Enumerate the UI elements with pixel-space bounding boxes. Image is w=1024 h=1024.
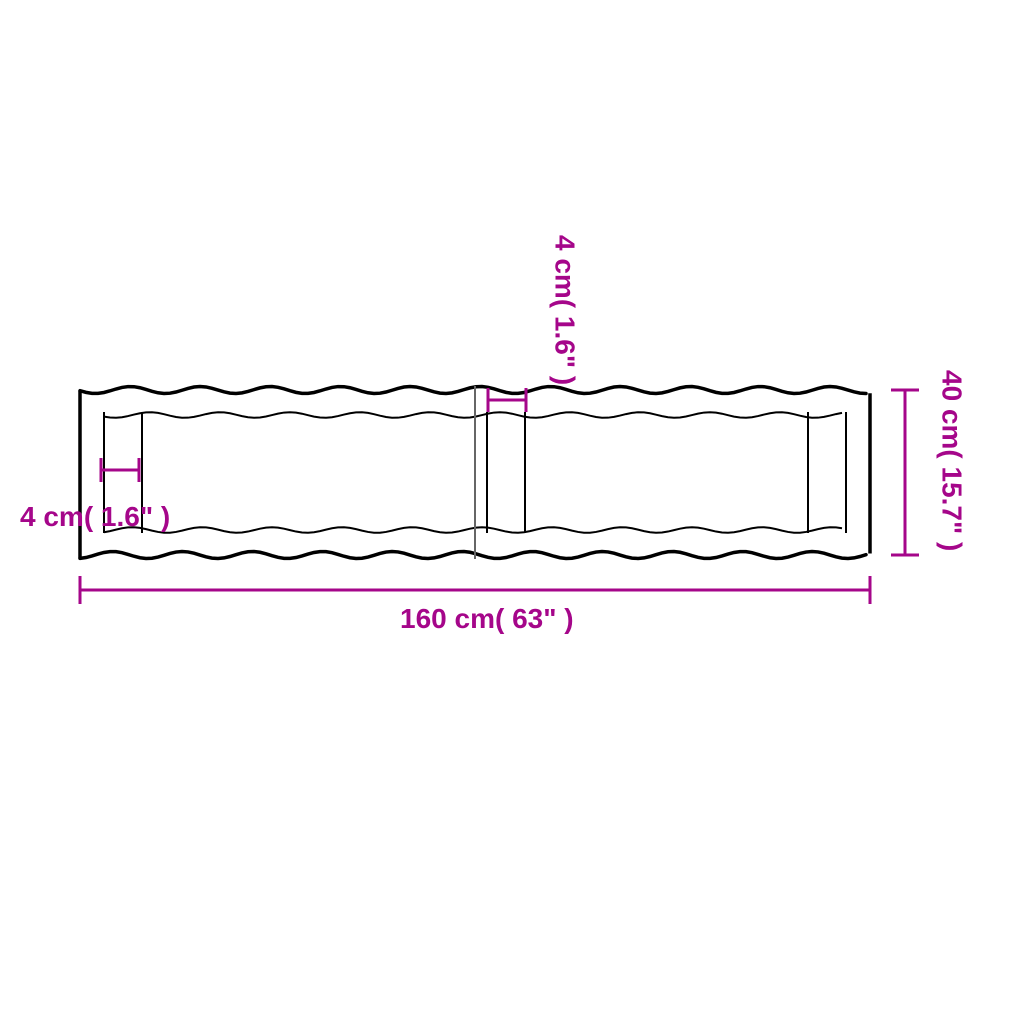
dimension-label-total-height: 40 cm( 15.7" ) — [935, 370, 969, 551]
dimension-label-total-width: 160 cm( 63" ) — [400, 602, 574, 636]
dimension-label-center-thickness: 4 cm( 1.6" ) — [548, 235, 582, 385]
diagram-stage: 160 cm( 63" ) 40 cm( 15.7" ) 4 cm( 1.6" … — [0, 0, 1024, 1024]
dimension-label-left-thickness: 4 cm( 1.6" ) — [20, 500, 170, 534]
